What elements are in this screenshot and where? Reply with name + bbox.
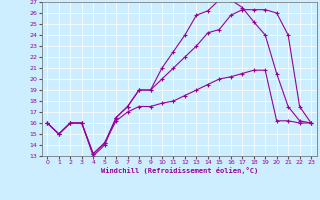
X-axis label: Windchill (Refroidissement éolien,°C): Windchill (Refroidissement éolien,°C) [100,167,258,174]
